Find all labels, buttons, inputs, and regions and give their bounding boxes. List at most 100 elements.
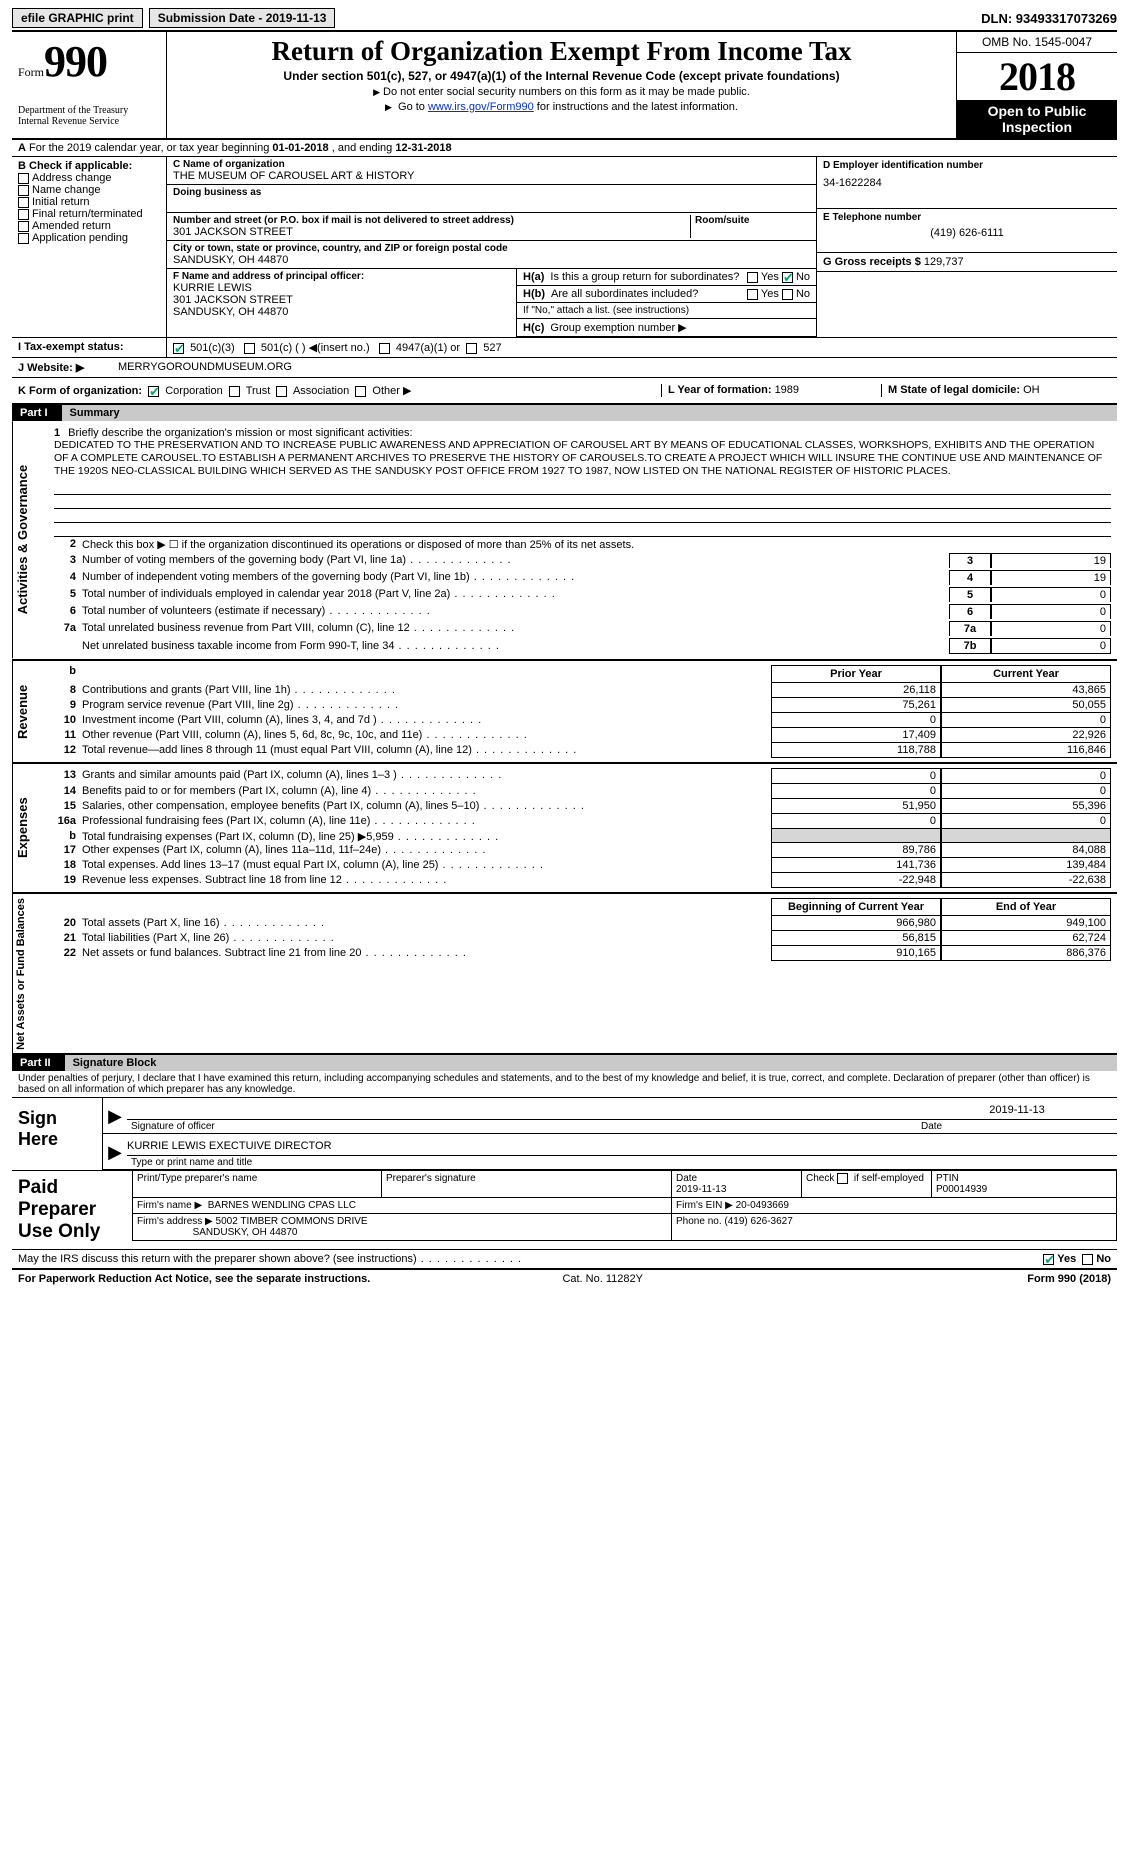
part-1-bar: Part I Summary bbox=[12, 405, 1117, 421]
col-h: H(a) Is this a group return for subordin… bbox=[516, 269, 816, 337]
mission-text: DEDICATED TO THE PRESERVATION AND TO INC… bbox=[54, 439, 1111, 478]
efile-print-button[interactable]: efile GRAPHIC print bbox=[12, 8, 143, 28]
data-line: 17Other expenses (Part IX, column (A), l… bbox=[48, 843, 1117, 858]
cb-app-pending[interactable] bbox=[18, 233, 29, 244]
hdr-end: End of Year bbox=[941, 898, 1111, 916]
street: 301 JACKSON STREET bbox=[173, 226, 690, 238]
gov-line: Net unrelated business taxable income fr… bbox=[48, 637, 1117, 655]
net-assets-section: Net Assets or Fund Balances Beginning of… bbox=[12, 894, 1117, 1056]
officer-printed: KURRIE LEWIS EXECTUIVE DIRECTOR bbox=[127, 1134, 1117, 1156]
vlabel-gov: Activities & Governance bbox=[12, 421, 48, 658]
sig-arrow-icon: ▶ bbox=[103, 1098, 127, 1133]
cb-name-change[interactable] bbox=[18, 185, 29, 196]
form-990-page: efile GRAPHIC print Submission Date - 20… bbox=[0, 0, 1129, 1296]
form-title: Return of Organization Exempt From Incom… bbox=[173, 36, 950, 67]
irs-link[interactable]: www.irs.gov/Form990 bbox=[428, 101, 534, 113]
sign-here-label: Sign Here bbox=[12, 1098, 102, 1170]
note-ssn: Do not enter social security numbers on … bbox=[173, 86, 950, 98]
form-id-cell: Form990 Department of the Treasury Inter… bbox=[12, 32, 167, 138]
gov-line: 3Number of voting members of the governi… bbox=[48, 552, 1117, 569]
gov-line: 6Total number of volunteers (estimate if… bbox=[48, 603, 1117, 620]
signature-block: Sign Here ▶ Signature of officer 2019-11… bbox=[12, 1097, 1117, 1171]
perjury-text: Under penalties of perjury, I declare th… bbox=[12, 1071, 1117, 1097]
cb-527[interactable] bbox=[466, 343, 477, 354]
data-line: 12Total revenue—add lines 8 through 11 (… bbox=[48, 743, 1117, 758]
revenue-section: Revenue b Prior Year Current Year 8Contr… bbox=[12, 661, 1117, 764]
gov-line: 4Number of independent voting members of… bbox=[48, 569, 1117, 586]
row-k: K Form of organization: Corporation Trus… bbox=[12, 378, 1117, 405]
cb-other[interactable] bbox=[355, 386, 366, 397]
cb-501c3[interactable] bbox=[173, 343, 184, 354]
org-name: THE MUSEUM OF CAROUSEL ART & HISTORY bbox=[173, 170, 810, 182]
note-link: Go to www.irs.gov/Form990 for instructio… bbox=[173, 101, 950, 113]
submission-date: Submission Date - 2019-11-13 bbox=[149, 8, 336, 28]
hdr-current: Current Year bbox=[941, 665, 1111, 683]
form-number: 990 bbox=[44, 37, 107, 86]
cb-initial-return[interactable] bbox=[18, 197, 29, 208]
main-info-grid: B Check if applicable: Address change Na… bbox=[12, 157, 1117, 337]
header-grid: Form990 Department of the Treasury Inter… bbox=[12, 32, 1117, 140]
gov-line: 5Total number of individuals employed in… bbox=[48, 586, 1117, 603]
dln: DLN: 93493317073269 bbox=[981, 11, 1117, 26]
cb-final-return[interactable] bbox=[18, 209, 29, 220]
open-public: Open to Public Inspection bbox=[957, 100, 1117, 138]
hb-no[interactable] bbox=[782, 289, 793, 300]
cb-assoc[interactable] bbox=[276, 386, 287, 397]
discuss-row: May the IRS discuss this return with the… bbox=[12, 1250, 1117, 1270]
row-i: I Tax-exempt status: 501(c)(3) 501(c) ( … bbox=[12, 337, 1117, 358]
cb-corp[interactable] bbox=[148, 386, 159, 397]
paid-preparer-block: Paid Preparer Use Only Print/Type prepar… bbox=[12, 1171, 1117, 1250]
cb-trust[interactable] bbox=[229, 386, 240, 397]
activities-governance-section: Activities & Governance 1 Briefly descri… bbox=[12, 421, 1117, 660]
vlabel-rev: Revenue bbox=[12, 661, 48, 762]
state-domicile: OH bbox=[1023, 384, 1040, 396]
cb-501c[interactable] bbox=[244, 343, 255, 354]
website: MERRYGOROUNDMUSEUM.ORG bbox=[112, 358, 1117, 377]
omb-number: OMB No. 1545-0047 bbox=[957, 32, 1117, 53]
form-word: Form bbox=[18, 65, 44, 79]
cb-4947[interactable] bbox=[379, 343, 390, 354]
part-2-bar: Part II Signature Block bbox=[12, 1055, 1117, 1071]
year-formed: 1989 bbox=[775, 384, 799, 396]
data-line: bTotal fundraising expenses (Part IX, co… bbox=[48, 829, 1117, 843]
ptin: P00014939 bbox=[936, 1184, 987, 1195]
city-state-zip: SANDUSKY, OH 44870 bbox=[173, 254, 810, 266]
omb-cell: OMB No. 1545-0047 2018 Open to Public In… bbox=[957, 32, 1117, 138]
dept-2: Internal Revenue Service bbox=[18, 116, 160, 127]
firm-name: BARNES WENDLING CPAS LLC bbox=[208, 1200, 356, 1211]
ha-yes[interactable] bbox=[747, 272, 758, 283]
topbar: efile GRAPHIC print Submission Date - 20… bbox=[12, 8, 1117, 28]
sig-arrow-icon-2: ▶ bbox=[103, 1134, 127, 1169]
discuss-no[interactable] bbox=[1082, 1254, 1093, 1265]
sig-date: 2019-11-13 bbox=[917, 1098, 1117, 1120]
expenses-section: Expenses 13Grants and similar amounts pa… bbox=[12, 764, 1117, 894]
hdr-prior: Prior Year bbox=[771, 665, 941, 683]
mission-block: 1 Briefly describe the organization's mi… bbox=[48, 425, 1117, 480]
firm-phone: (419) 626-3627 bbox=[724, 1216, 792, 1227]
data-line: 9Program service revenue (Part VIII, lin… bbox=[48, 698, 1117, 713]
data-line: 22Net assets or fund balances. Subtract … bbox=[48, 946, 1117, 961]
cb-address-change[interactable] bbox=[18, 173, 29, 184]
vlabel-na: Net Assets or Fund Balances bbox=[12, 894, 48, 1054]
row-a: A For the 2019 calendar year, or tax yea… bbox=[12, 140, 1117, 157]
data-line: 16aProfessional fundraising fees (Part I… bbox=[48, 814, 1117, 829]
tax-year: 2018 bbox=[957, 53, 1117, 100]
data-line: 11Other revenue (Part VIII, column (A), … bbox=[48, 728, 1117, 743]
data-line: 8Contributions and grants (Part VIII, li… bbox=[48, 683, 1117, 698]
paid-label: Paid Preparer Use Only bbox=[12, 1171, 132, 1249]
row-j: J Website: ▶ MERRYGOROUNDMUSEUM.ORG bbox=[12, 358, 1117, 378]
col-b: B Check if applicable: Address change Na… bbox=[12, 157, 167, 337]
col-c: C Name of organization THE MUSEUM OF CAR… bbox=[167, 157, 817, 337]
header-title-cell: Return of Organization Exempt From Incom… bbox=[167, 32, 957, 138]
firm-ein: 20-0493669 bbox=[736, 1200, 789, 1211]
ha-no[interactable] bbox=[782, 272, 793, 283]
hb-yes[interactable] bbox=[747, 289, 758, 300]
col-d: D Employer identification number 34-1622… bbox=[817, 157, 1117, 337]
form-subtitle: Under section 501(c), 527, or 4947(a)(1)… bbox=[173, 69, 950, 83]
gross-receipts: 129,737 bbox=[924, 256, 964, 268]
cb-amended[interactable] bbox=[18, 221, 29, 232]
cb-self-employed[interactable] bbox=[837, 1173, 848, 1184]
discuss-yes[interactable] bbox=[1043, 1254, 1054, 1265]
data-line: 18Total expenses. Add lines 13–17 (must … bbox=[48, 858, 1117, 873]
gov-line: 7aTotal unrelated business revenue from … bbox=[48, 620, 1117, 637]
